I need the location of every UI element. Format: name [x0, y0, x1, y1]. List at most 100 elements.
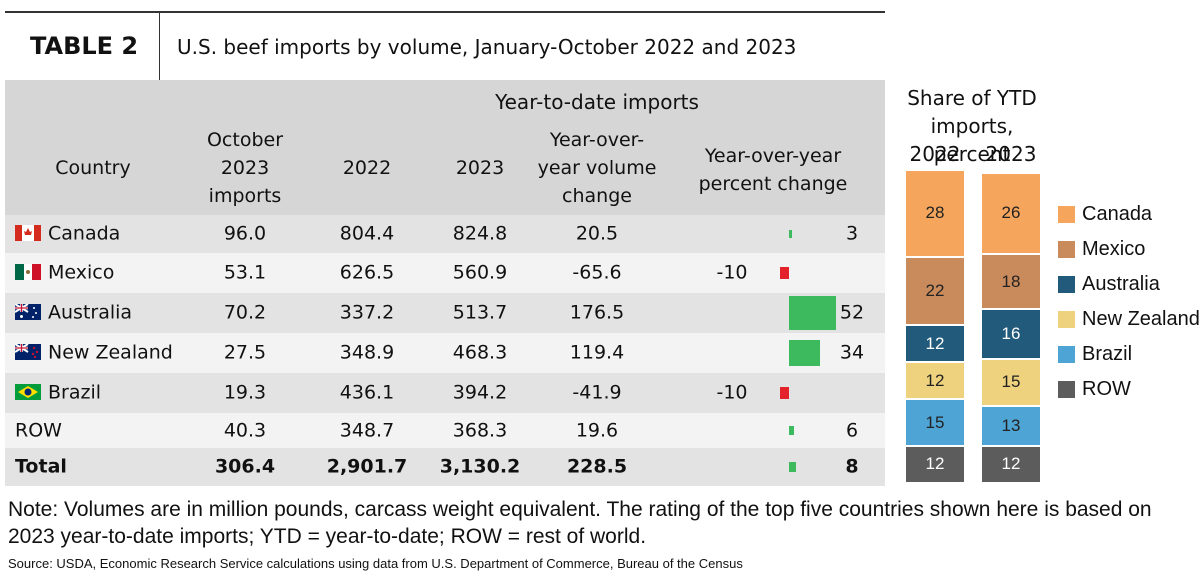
table-cell: 513.7 [452, 301, 508, 324]
table-row [5, 448, 885, 486]
flag-icon [15, 304, 41, 320]
country-name: Mexico [48, 261, 115, 284]
column-header: Year-over-year percent change [698, 145, 848, 195]
table-cell: 20.5 [575, 222, 619, 245]
percent-label: 34 [839, 341, 865, 364]
table-cell: 824.8 [452, 222, 508, 245]
legend-swatch [1058, 381, 1075, 398]
country-name: Australia [48, 301, 133, 324]
table-cell: 348.7 [339, 419, 395, 441]
segment-label: 22 [925, 280, 945, 300]
stack-segment [906, 363, 964, 399]
country-name: New Zealand [48, 341, 173, 364]
stack-segment [982, 174, 1040, 253]
legend-swatch [1058, 311, 1075, 328]
stack-segment [982, 406, 1040, 445]
category-label: 2023 [985, 142, 1037, 166]
percent-bar [789, 230, 792, 238]
table-cell: 626.5 [339, 261, 395, 284]
stack-segment [906, 257, 964, 324]
percent-label: -10 [716, 381, 748, 404]
table-cell: 96.0 [223, 222, 267, 245]
legend-swatch [1058, 276, 1075, 293]
stack-segment [982, 360, 1040, 405]
segment-label: 12 [925, 454, 945, 474]
table-cell: 468.3 [452, 341, 508, 364]
column-header: October 2023 imports [206, 129, 284, 207]
percent-label: -10 [716, 261, 748, 284]
legend-label: New Zealand [1082, 308, 1200, 330]
segment-label: 26 [1001, 203, 1021, 223]
table-label: TABLE 2 [30, 32, 139, 60]
table-cell: 337.2 [339, 301, 395, 324]
segment-label: 12 [925, 370, 945, 390]
column-header: 2023 [455, 157, 505, 179]
header-divider [159, 12, 160, 80]
flag-icon [15, 344, 41, 360]
segment-label: 15 [925, 412, 945, 432]
percent-bar [789, 425, 795, 436]
table-title: U.S. beef imports by volume, January-Oct… [177, 35, 797, 59]
top-rule [5, 11, 885, 13]
segment-label: 13 [1001, 415, 1021, 435]
table-cell: 70.2 [223, 301, 267, 324]
percent-label: 52 [839, 301, 865, 324]
source: Source: USDA, Economic Research Service … [8, 556, 743, 571]
table-row [5, 253, 885, 293]
table-cell: 436.1 [339, 381, 395, 404]
stack-segment [982, 254, 1040, 309]
percent-bar [789, 339, 820, 367]
legend-label: Canada [1082, 203, 1153, 225]
table-cell: 804.4 [339, 222, 395, 245]
flag-icon [15, 384, 41, 400]
legend-swatch [1058, 346, 1075, 363]
segment-label: 18 [1001, 271, 1021, 291]
table-row [5, 413, 885, 448]
table-cell: 19.3 [223, 381, 267, 404]
legend-swatch [1058, 241, 1075, 258]
country-name: ROW [15, 419, 62, 441]
stack-segment [906, 325, 964, 362]
legend-label: Mexico [1082, 238, 1146, 260]
table-cell: 40.3 [223, 419, 267, 441]
stack-segment [982, 310, 1040, 358]
table-row [5, 333, 885, 373]
column-header: Year-over-year volume change [537, 129, 657, 207]
category-label: 2022 [909, 142, 961, 166]
percent-bar [789, 296, 836, 330]
note: Note: Volumes are in million pounds, car… [8, 498, 1152, 548]
percent-bar [789, 461, 797, 473]
table-cell: 19.6 [575, 419, 619, 441]
table-cell: 348.9 [339, 341, 395, 364]
segment-label: 16 [1001, 324, 1021, 344]
stack-segment [906, 400, 964, 445]
table-cell: 53.1 [223, 261, 267, 284]
segment-label: 28 [925, 203, 945, 223]
segment-label: 15 [1001, 372, 1021, 392]
percent-label: 8 [845, 455, 859, 478]
table-cell: 368.3 [452, 419, 508, 441]
country-name: Canada [48, 222, 121, 245]
header-band [5, 80, 885, 215]
segment-label: 12 [1001, 454, 1021, 474]
flag-icon [15, 264, 41, 280]
table-cell: 176.5 [569, 301, 625, 324]
table-row [5, 215, 885, 253]
stack-segment [906, 446, 964, 482]
stack-segment [982, 446, 1040, 482]
table-cell: 560.9 [452, 261, 508, 284]
flag-icon [15, 225, 41, 241]
legend-label: Australia [1082, 273, 1160, 295]
percent-label: 3 [845, 222, 859, 245]
table-row [5, 373, 885, 413]
percent-bar [780, 387, 789, 399]
table-cell: 27.5 [223, 341, 267, 364]
table-cell: 394.2 [452, 381, 508, 404]
chart-title: Share of YTD imports, percent [907, 86, 1037, 166]
table-cell: 119.4 [569, 341, 625, 364]
percent-bar [780, 267, 789, 279]
stack-segment [906, 170, 964, 256]
legend-label: ROW [1082, 378, 1131, 400]
legend-label: Brazil [1082, 343, 1133, 365]
